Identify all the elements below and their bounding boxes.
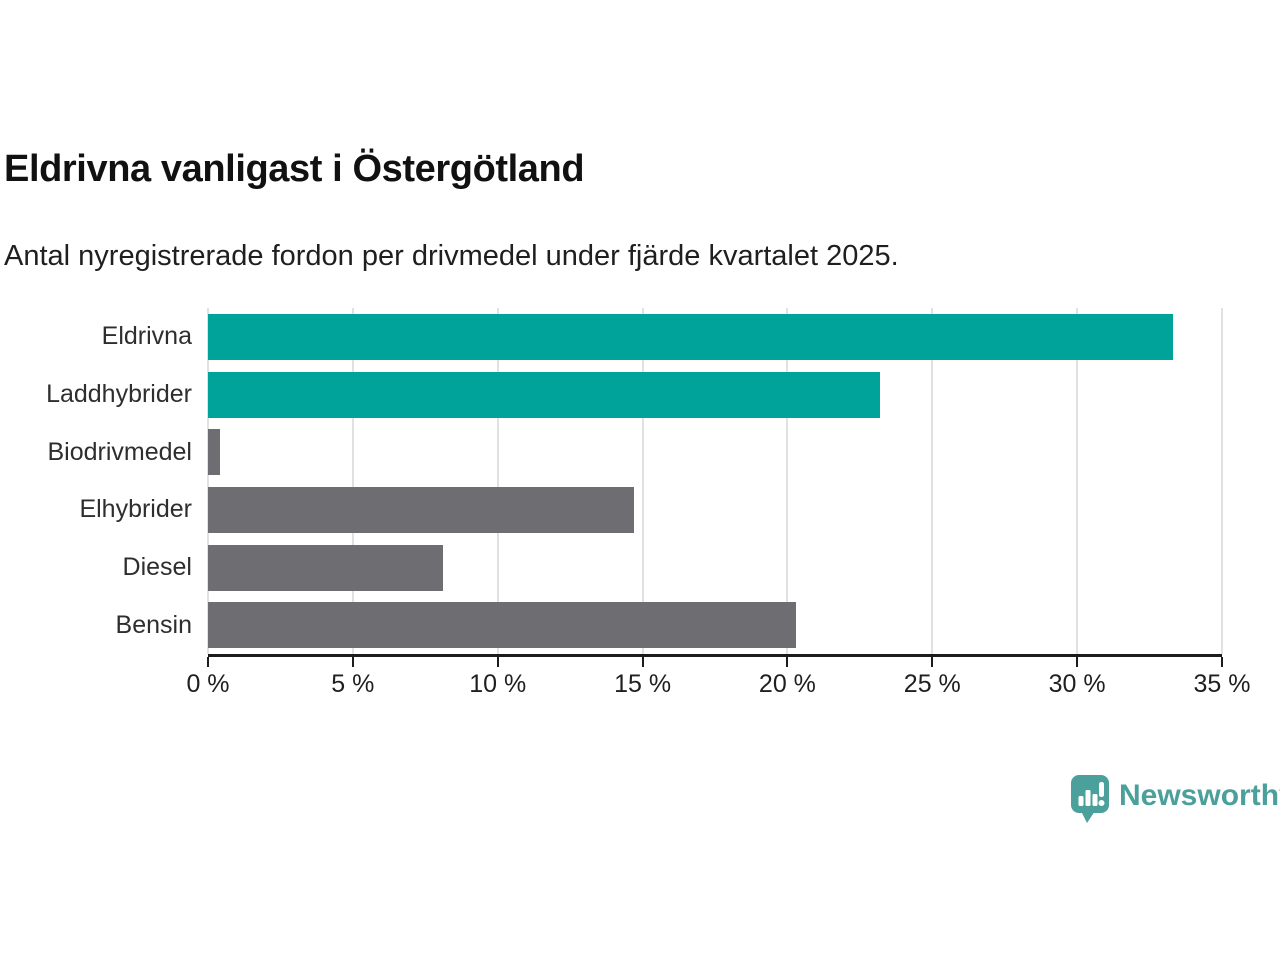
speech-bubble-bar-chart-icon	[1071, 775, 1109, 823]
x-tick-5	[351, 657, 354, 667]
category-label-laddhybrider: Laddhybrider	[46, 380, 192, 408]
gridline-0	[207, 308, 209, 654]
x-tick-35	[1221, 657, 1223, 667]
bar-laddhybrider	[208, 371, 881, 418]
category-label-diesel: Diesel	[122, 553, 192, 582]
chart-subtitle: Antal nyregistrerade fordon per drivmede…	[4, 240, 899, 272]
x-tick-30	[1076, 657, 1079, 667]
plot-area: 0 % 5 % 10 % 15 % 20 % 25 % 30 % 35 %	[186, 308, 1250, 698]
x-tick-label-35: 35 %	[1193, 670, 1251, 698]
bar-bensin	[208, 602, 797, 649]
x-tick-0	[207, 657, 209, 667]
category-label-elhybrider: Elhybrider	[79, 495, 192, 524]
gridline-10	[496, 308, 499, 654]
bar-rows	[208, 308, 1222, 654]
gridline-5	[351, 308, 354, 654]
bar-biodrivmedel	[208, 429, 220, 476]
category-label-biodrivmedel: Biodrivmedel	[47, 437, 192, 466]
gridline-35	[1221, 308, 1223, 654]
category-label-eldrivna: Eldrivna	[101, 322, 192, 351]
bar-row-biodrivmedel	[208, 423, 1222, 481]
x-tick-25	[931, 657, 934, 667]
x-tick-label-0: 0 %	[186, 670, 230, 698]
newsworthy-logo: Newsworthy	[1070, 774, 1280, 823]
bar-elhybrider	[208, 486, 634, 533]
category-axis-labels: Eldrivna Laddhybrider Biodrivmedel Elhybrid…	[0, 308, 192, 654]
x-tick-15	[641, 657, 644, 667]
x-tick-20	[786, 657, 789, 667]
x-tick-label-15: 15 %	[614, 670, 672, 698]
bar-row-elhybrider	[208, 481, 1222, 539]
x-tick-label-30: 30 %	[1048, 670, 1106, 698]
bar-diesel	[208, 544, 443, 591]
x-tick-10	[496, 657, 499, 667]
bar-row-eldrivna	[208, 308, 1222, 366]
x-tick-label-5: 5 %	[331, 670, 375, 698]
x-tick-label-20: 20 %	[758, 670, 816, 698]
chart-title: Eldrivna vanligast i Östergötland	[4, 148, 585, 190]
bar-row-diesel	[208, 539, 1222, 597]
gridline-30	[1076, 308, 1079, 654]
bar-row-laddhybrider	[208, 366, 1222, 424]
gridline-20	[786, 308, 789, 654]
category-label-bensin: Bensin	[115, 610, 192, 639]
bar-eldrivna	[208, 313, 1173, 360]
gridline-15	[641, 308, 644, 654]
gridline-25	[931, 308, 934, 654]
x-tick-label-10: 10 %	[469, 670, 527, 698]
brand-name: Newsworthy	[1119, 779, 1280, 812]
bar-row-bensin	[208, 596, 1222, 654]
x-tick-label-25: 25 %	[903, 670, 961, 698]
